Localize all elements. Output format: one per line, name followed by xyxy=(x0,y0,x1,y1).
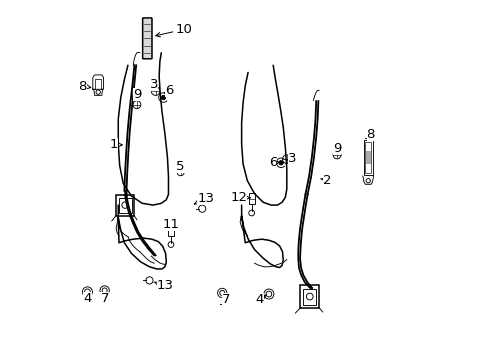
Text: 2: 2 xyxy=(320,174,331,186)
Circle shape xyxy=(145,277,153,284)
Circle shape xyxy=(278,161,283,165)
Bar xyxy=(248,193,254,204)
Text: 8: 8 xyxy=(366,127,374,141)
Text: 4: 4 xyxy=(83,292,91,305)
Bar xyxy=(303,289,316,305)
Text: 6: 6 xyxy=(164,84,173,97)
Bar xyxy=(365,151,370,164)
Bar xyxy=(365,142,370,173)
Bar xyxy=(116,195,134,216)
Circle shape xyxy=(198,205,205,212)
Text: 9: 9 xyxy=(332,142,341,155)
Bar xyxy=(119,198,131,213)
Bar xyxy=(168,225,174,235)
Text: 10: 10 xyxy=(156,23,192,37)
Text: 9: 9 xyxy=(132,88,141,101)
Text: 12: 12 xyxy=(230,191,250,204)
Circle shape xyxy=(100,286,109,295)
Text: 1: 1 xyxy=(109,138,122,151)
Circle shape xyxy=(82,287,92,297)
Text: 3: 3 xyxy=(287,152,295,165)
Text: 5: 5 xyxy=(176,160,184,173)
Circle shape xyxy=(151,87,160,95)
Text: 13: 13 xyxy=(194,192,214,205)
Circle shape xyxy=(217,288,226,298)
Text: 4: 4 xyxy=(255,293,266,306)
Circle shape xyxy=(161,95,165,100)
Circle shape xyxy=(133,101,141,109)
Text: 7: 7 xyxy=(222,293,230,306)
Circle shape xyxy=(177,168,184,176)
Circle shape xyxy=(332,151,340,159)
Bar xyxy=(300,285,319,308)
Text: 3: 3 xyxy=(150,78,158,91)
Circle shape xyxy=(282,155,290,163)
Text: 6: 6 xyxy=(268,156,280,169)
Circle shape xyxy=(264,289,273,299)
Text: 13: 13 xyxy=(154,279,173,292)
Text: 11: 11 xyxy=(162,218,179,231)
Text: 8: 8 xyxy=(78,80,91,93)
FancyBboxPatch shape xyxy=(142,18,152,59)
Text: 7: 7 xyxy=(100,292,109,305)
Bar xyxy=(363,140,372,175)
